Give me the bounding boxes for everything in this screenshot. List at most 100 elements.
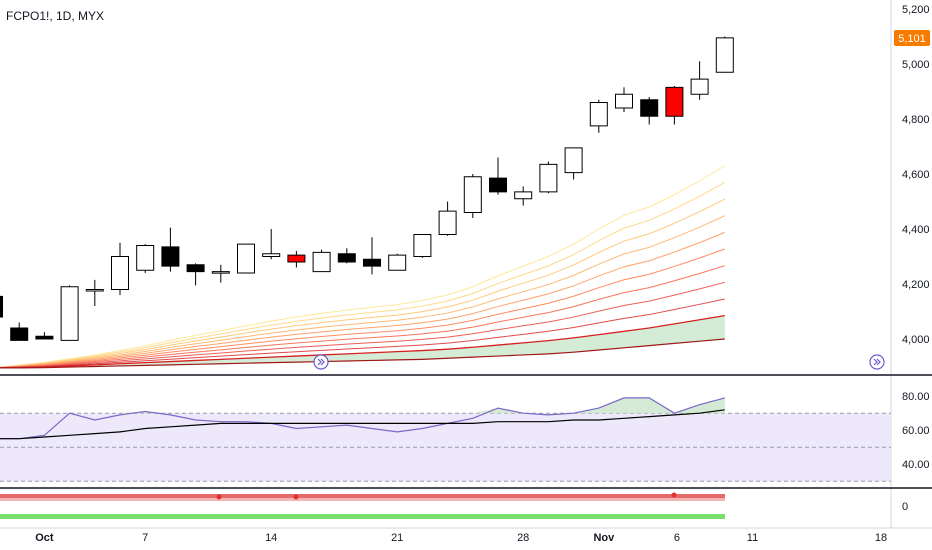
price-pane <box>0 0 891 375</box>
time-tick-label: Nov <box>593 532 615 544</box>
candle <box>438 201 457 236</box>
ema-line <box>0 181 726 368</box>
momentum-axis: 0 <box>902 501 908 513</box>
candle <box>413 234 432 258</box>
candle <box>60 285 79 341</box>
jump-to-date-icon[interactable] <box>869 354 885 370</box>
candle <box>337 248 356 264</box>
candle-body <box>211 271 230 274</box>
price-tick-label: 4,000 <box>902 334 930 346</box>
candle-body <box>690 78 709 95</box>
time-tick-label: 14 <box>265 532 277 544</box>
candle-body <box>489 177 507 193</box>
ribbon-fill <box>0 315 725 368</box>
ema-line <box>0 298 725 369</box>
candle <box>514 186 533 206</box>
candle <box>0 295 3 318</box>
candle-body <box>615 93 633 109</box>
momentum-band-pink <box>0 498 725 501</box>
rsi-tick-label: 40.00 <box>902 459 930 471</box>
ema-line <box>0 265 725 369</box>
ema-line <box>0 281 725 369</box>
candle-body <box>463 176 482 213</box>
candle-body <box>438 210 457 235</box>
candle <box>615 87 633 113</box>
ema-line <box>0 215 726 368</box>
momentum-tick-label: 0 <box>902 501 908 513</box>
candle-body <box>589 102 608 127</box>
time-tick-label: 18 <box>875 532 887 544</box>
jump-to-date-icon[interactable] <box>313 354 329 370</box>
candle-body <box>413 234 432 257</box>
rsi-ma-line <box>0 409 725 440</box>
symbol-label: FCPO1!, 1D, MYX <box>6 9 104 23</box>
price-tick-label: 5,000 <box>902 59 930 71</box>
rsi-tick-label: 80.00 <box>902 391 930 403</box>
candle <box>539 161 558 194</box>
candle <box>262 229 281 260</box>
candle <box>388 253 407 271</box>
candle-body <box>337 253 356 263</box>
candle <box>312 249 331 273</box>
momentum-pane <box>0 492 725 519</box>
ema-line <box>0 198 726 368</box>
price-tick-label: 4,800 <box>902 114 930 126</box>
candle-body <box>0 295 3 318</box>
price-tick-label: 5,200 <box>902 4 930 16</box>
candle-body <box>287 254 306 263</box>
time-tick-label: 28 <box>517 532 529 544</box>
candle <box>489 157 507 195</box>
candle-body <box>262 253 281 257</box>
candle <box>665 86 684 125</box>
candle <box>85 279 104 306</box>
price-tick-label: 4,600 <box>902 169 930 181</box>
candle-body <box>539 163 558 193</box>
candle-body <box>312 251 331 273</box>
candle <box>10 322 29 341</box>
candle-body <box>186 264 205 273</box>
candle <box>35 332 54 340</box>
candle <box>136 244 155 273</box>
candle <box>640 97 659 125</box>
candle-body <box>136 245 155 271</box>
rsi-line <box>0 397 725 440</box>
price-badge-bg <box>894 30 930 46</box>
candle-body <box>60 286 79 341</box>
price-axis: 5,200 5,000 4,800 4,600 4,400 4,200 4,000 <box>902 4 930 346</box>
candle <box>463 174 482 218</box>
candle <box>363 237 381 275</box>
candle-body <box>640 99 659 117</box>
price-badge: 5,101 <box>894 30 930 46</box>
ema-line <box>0 231 725 368</box>
candle <box>186 263 205 286</box>
rsi-overbought-fill <box>0 397 725 414</box>
candle-body <box>564 147 583 174</box>
momentum-band-green <box>0 514 725 519</box>
rsi-pane: 80.00 60.00 40.00 <box>0 391 930 482</box>
candle <box>589 99 608 133</box>
candle <box>111 242 129 295</box>
ema-base-line <box>0 338 725 369</box>
time-tick-label: 21 <box>391 532 403 544</box>
time-tick-label: 7 <box>142 532 148 544</box>
candle-body <box>111 256 129 290</box>
ema-line <box>0 165 726 368</box>
price-badge-text: 5,101 <box>898 33 926 45</box>
candle <box>211 264 230 283</box>
candle-body <box>665 86 684 117</box>
price-tick-label: 4,200 <box>902 279 930 291</box>
momentum-dot <box>216 494 222 500</box>
candle-body <box>388 254 407 271</box>
candle-body <box>514 191 533 200</box>
candle-body <box>363 258 381 267</box>
candle <box>564 147 583 180</box>
price-tick-label: 4,400 <box>902 224 930 236</box>
candle-body <box>85 289 104 292</box>
rsi-tick-label: 60.00 <box>902 425 930 437</box>
candle <box>287 251 306 268</box>
time-axis: Oct 7 14 21 28 Nov 6 11 18 <box>35 532 887 544</box>
candle-body <box>10 327 29 341</box>
candle-body <box>237 243 255 274</box>
candles-group <box>0 36 734 341</box>
